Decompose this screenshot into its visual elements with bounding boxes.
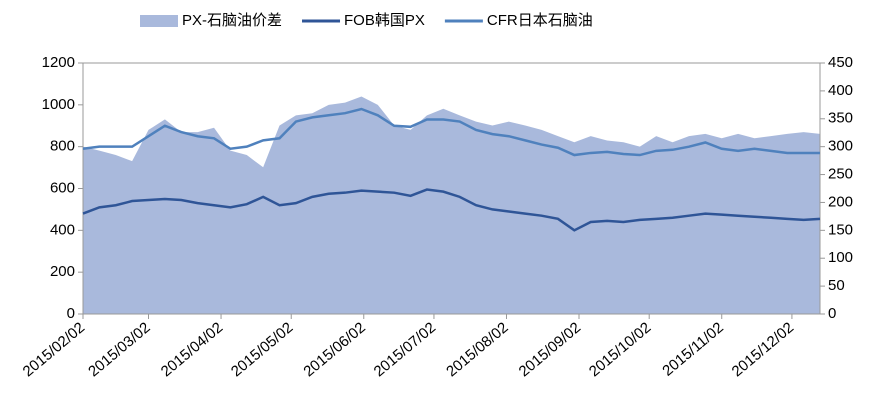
y-tick-label: 200: [50, 263, 75, 280]
y-tick-label: 800: [50, 138, 75, 155]
y-tick-label: 600: [50, 179, 75, 196]
x-tick-label: 2015/11/02: [659, 319, 727, 380]
y2-tick-label: 350: [828, 110, 853, 127]
y2-tick-label: 450: [828, 54, 853, 71]
x-tick-label: 2015/02/02: [20, 319, 88, 380]
legend-label: CFR日本石脑油: [487, 12, 593, 29]
y-tick-label: 1000: [42, 96, 75, 113]
y2-tick-label: 400: [828, 82, 853, 99]
area: [83, 96, 820, 314]
y-tick-label: 0: [67, 305, 75, 322]
y2-tick-label: 250: [828, 166, 853, 183]
x-tick-label: 2015/08/02: [443, 319, 511, 380]
x-tick-label: 2015/03/02: [85, 319, 153, 380]
y2-tick-label: 150: [828, 221, 853, 238]
x-tick-label: 2015/04/02: [158, 319, 226, 380]
line: [82, 188, 821, 232]
y2-tick-label: 200: [828, 193, 853, 210]
line: [82, 107, 820, 157]
y2-tick-label: 0: [828, 305, 836, 322]
legend-label: PX-石脑油价差: [182, 12, 282, 29]
x-tick-label: 2015/07/02: [371, 319, 439, 380]
legend-label: FOB韩国PX: [344, 12, 425, 29]
y-tick-label: 1200: [42, 54, 75, 71]
x-tick-label: 2015/10/02: [586, 319, 654, 380]
x-tick-label: 2015/09/02: [516, 319, 584, 380]
y2-tick-label: 50: [828, 277, 845, 294]
y2-tick-label: 100: [828, 249, 853, 266]
x-tick-label: 2015/06/02: [300, 319, 368, 380]
y-tick-label: 400: [50, 221, 75, 238]
legend-swatch: [140, 15, 178, 27]
y2-tick-label: 300: [828, 138, 853, 155]
x-tick-label: 2015/12/02: [729, 319, 797, 380]
x-tick-label: 2015/05/02: [228, 319, 296, 380]
